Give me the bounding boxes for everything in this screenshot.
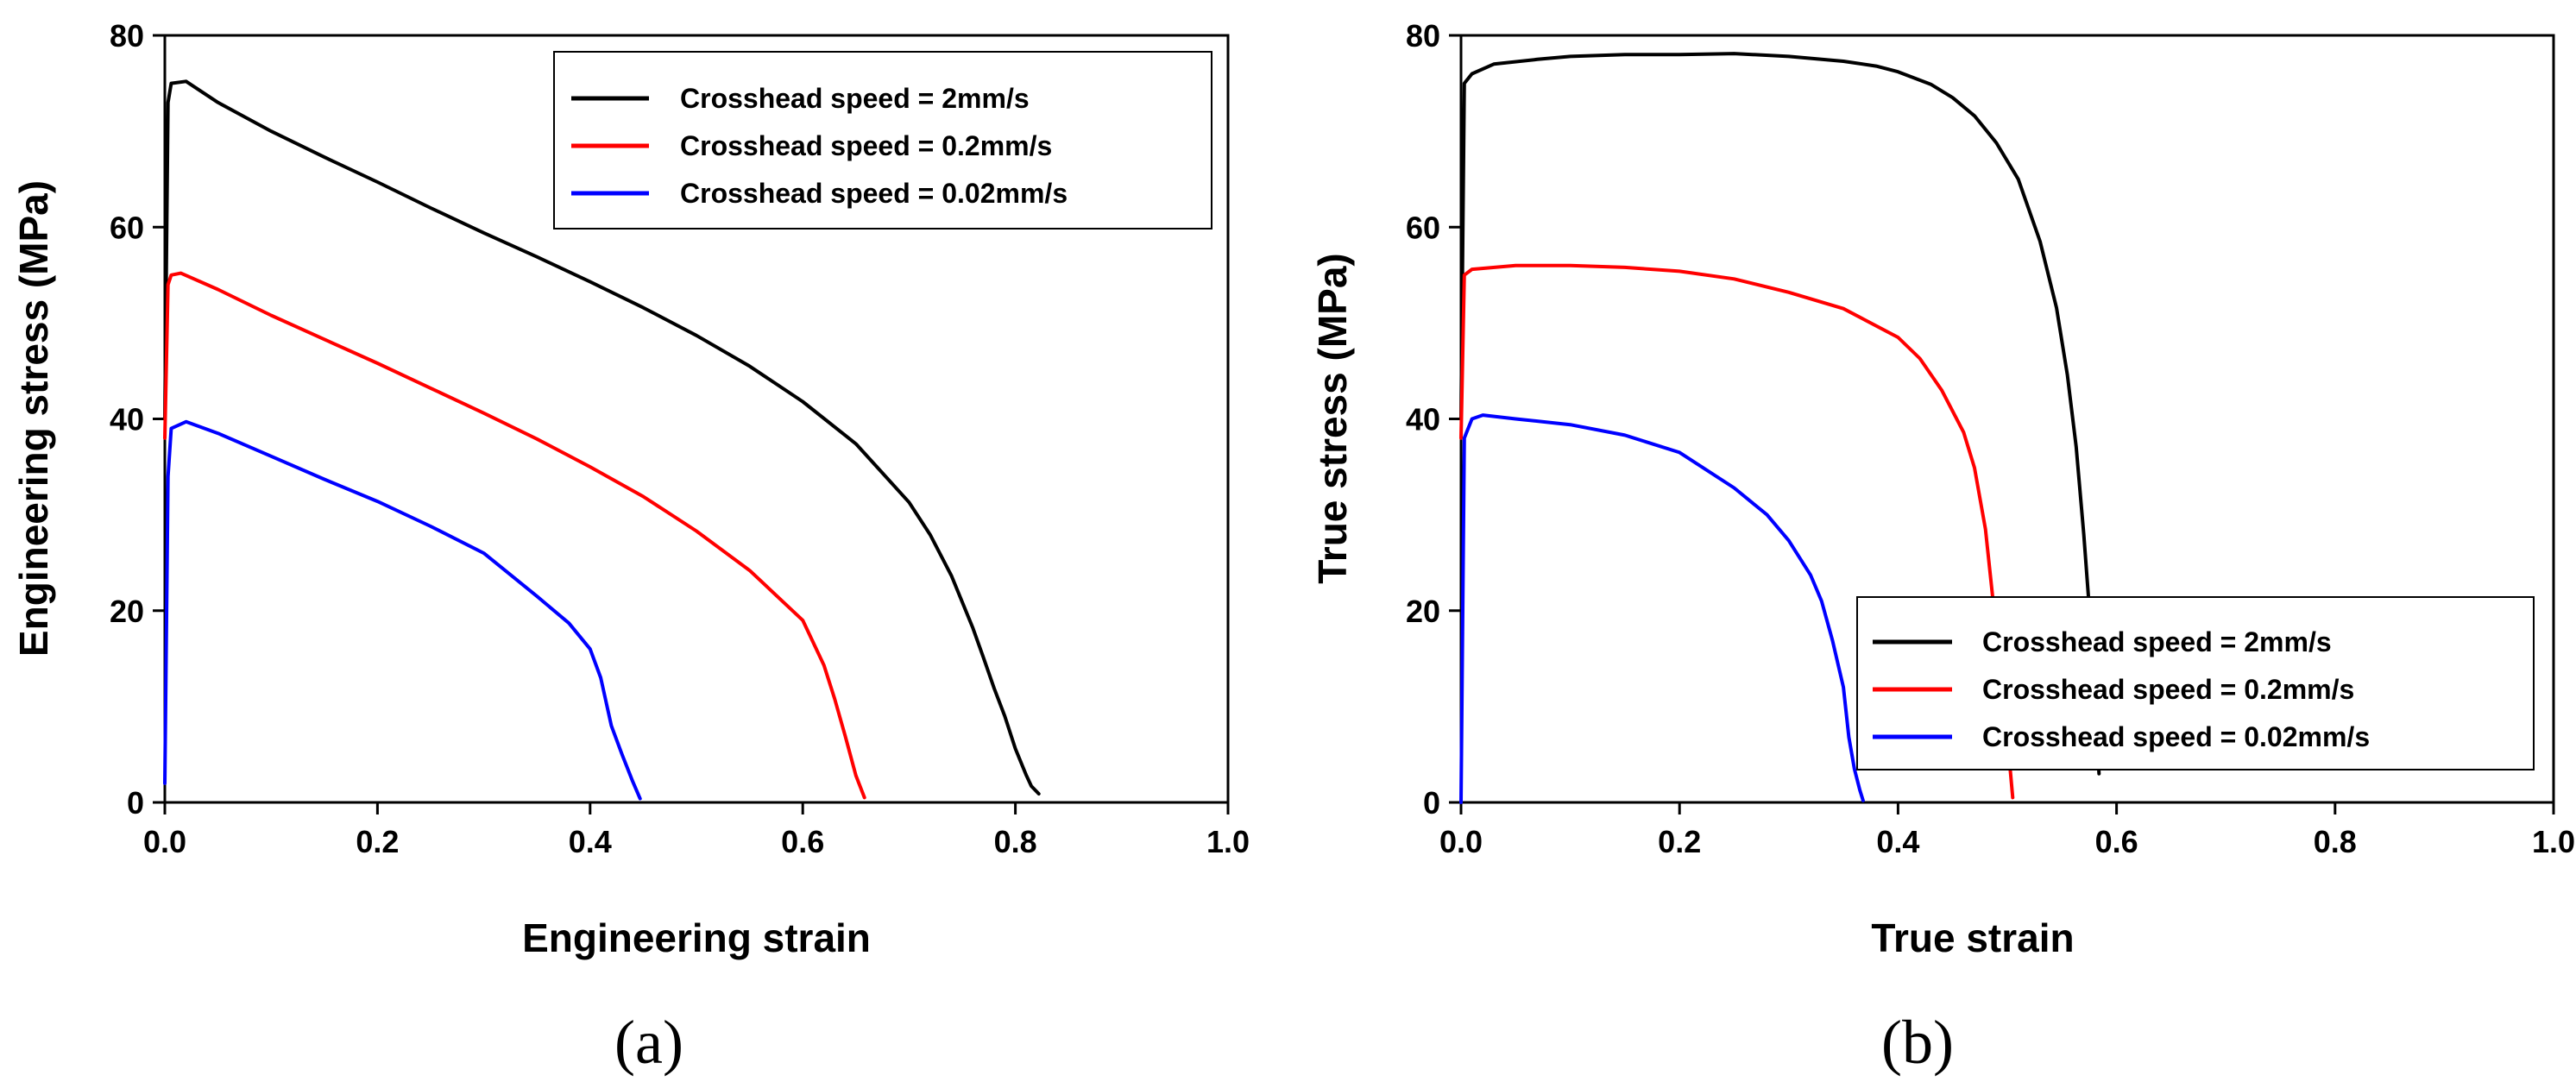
legend-a: Crosshead speed = 2mm/s Crosshead speed =… <box>553 51 1212 230</box>
y-axis-title-b: True stress (MPa) <box>1310 253 1355 583</box>
x-tick-label: 1.0 <box>2532 824 2575 859</box>
y-ticks-a: 0 20 40 60 80 <box>110 18 165 821</box>
panel-a: 0.0 0.2 0.4 0.6 0.8 1.0 0 20 40 60 80 Engineering… <box>11 18 1250 1077</box>
panel-label-b: (b) <box>1881 1008 1954 1077</box>
y-ticks-b: 0 20 40 60 80 <box>1406 18 1461 821</box>
x-tick-label: 0.2 <box>1658 824 1701 859</box>
legend-label: Crosshead speed = 0.02mm/s <box>680 178 1068 209</box>
y-tick-label: 0 <box>127 785 144 821</box>
x-tick-label: 1.0 <box>1206 824 1250 859</box>
y-tick-label: 80 <box>1406 18 1440 53</box>
series-line-3 <box>163 419 642 801</box>
y-tick-label: 0 <box>1423 785 1440 821</box>
legend-label: Crosshead speed = 2mm/s <box>1982 626 2332 657</box>
x-tick-label: 0.4 <box>1876 824 1919 859</box>
x-tick-label: 0.4 <box>569 824 612 859</box>
series-line-1 <box>163 79 1041 796</box>
x-tick-label: 0.8 <box>994 824 1037 859</box>
series-line-3 <box>1459 413 1865 804</box>
x-axis-title-a: Engineering strain <box>522 915 871 960</box>
y-tick-label: 20 <box>110 594 144 629</box>
legend-label: Crosshead speed = 2mm/s <box>680 83 1030 114</box>
legend-label: Crosshead speed = 0.2mm/s <box>680 130 1052 161</box>
x-tick-label: 0.0 <box>1439 824 1483 859</box>
x-axis-title-b: True strain <box>1871 915 2074 960</box>
series-line-2 <box>1459 263 2015 800</box>
legend-label: Crosshead speed = 0.02mm/s <box>1982 721 2370 752</box>
legend-label: Crosshead speed = 0.2mm/s <box>1982 674 2354 705</box>
x-ticks-a: 0.0 0.2 0.4 0.6 0.8 1.0 <box>143 802 1250 859</box>
y-axis-title-a: Engineering stress (MPa) <box>11 180 56 657</box>
x-tick-label: 0.6 <box>2095 824 2138 859</box>
y-tick-label: 60 <box>110 210 144 245</box>
series-line-1 <box>1459 52 2101 776</box>
panel-label-a: (a) <box>614 1008 683 1077</box>
x-tick-label: 0.2 <box>356 824 399 859</box>
series-group-b <box>1459 52 2101 804</box>
x-tick-label: 0.8 <box>2314 824 2357 859</box>
y-tick-label: 20 <box>1406 594 1440 629</box>
y-tick-label: 80 <box>110 18 144 53</box>
x-ticks-b: 0.0 0.2 0.4 0.6 0.8 1.0 <box>1439 802 2575 859</box>
x-tick-label: 0.6 <box>781 824 824 859</box>
series-line-2 <box>163 271 866 800</box>
legend-box-a <box>553 51 1212 230</box>
panel-b: 0.0 0.2 0.4 0.6 0.8 1.0 0 20 40 60 80 True strain… <box>1310 18 2575 1077</box>
legend-b: Crosshead speed = 2mm/s Crosshead speed =… <box>1856 596 2535 770</box>
series-group-a <box>163 79 1041 801</box>
y-tick-label: 60 <box>1406 210 1440 245</box>
y-tick-label: 40 <box>1406 402 1440 437</box>
y-tick-label: 40 <box>110 402 144 437</box>
legend-box-b <box>1856 596 2535 770</box>
x-tick-label: 0.0 <box>143 824 186 859</box>
